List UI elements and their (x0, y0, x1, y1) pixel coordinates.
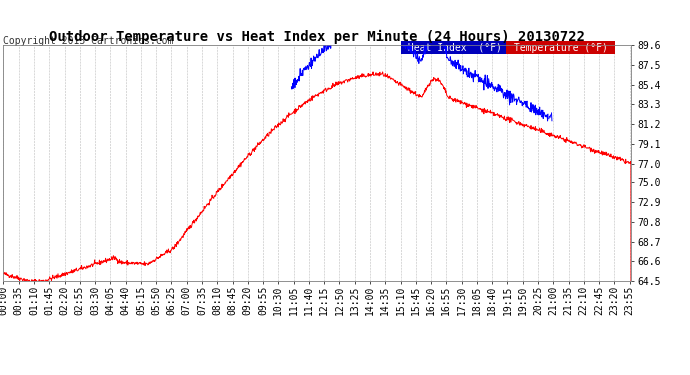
Text: Heat Index  (°F): Heat Index (°F) (402, 43, 508, 52)
Text: Temperature (°F): Temperature (°F) (508, 43, 613, 52)
Text: Copyright 2013 Cartronics.com: Copyright 2013 Cartronics.com (3, 36, 174, 45)
Title: Outdoor Temperature vs Heat Index per Minute (24 Hours) 20130722: Outdoor Temperature vs Heat Index per Mi… (50, 30, 585, 44)
